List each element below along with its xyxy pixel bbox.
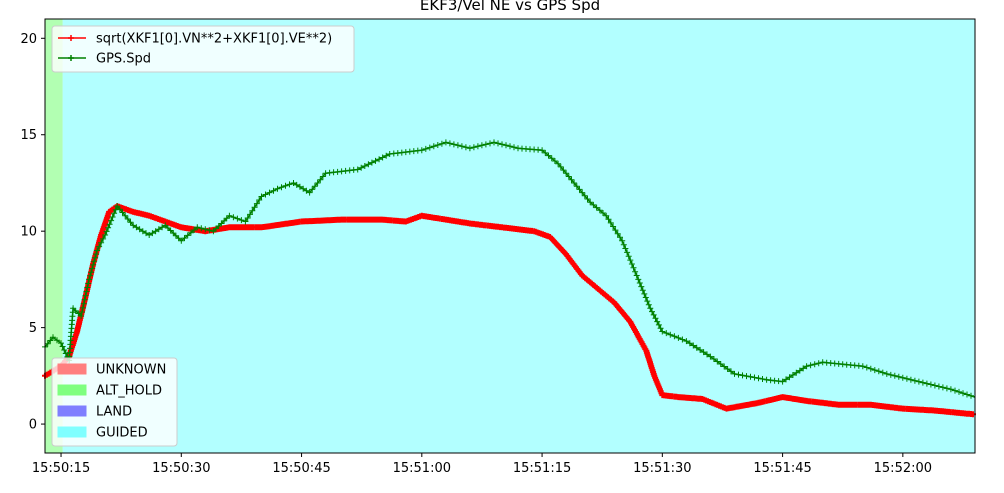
mode-legend-box xyxy=(51,357,178,447)
x-tick-label: 15:51:45 xyxy=(753,461,811,476)
mode-swatch-land xyxy=(57,405,87,417)
x-tick-label: 15:50:15 xyxy=(32,461,90,476)
series-legend-entry: GPS.Spd xyxy=(58,52,151,67)
mode-legend-entry: GUIDED xyxy=(57,426,148,441)
plot-area xyxy=(42,18,976,454)
mode-swatch-guided xyxy=(57,426,87,438)
series-legend-entry: sqrt(XKF1[0].VN**2+XKF1[0].VE**2) xyxy=(58,32,332,47)
x-tick-label: 15:52:00 xyxy=(874,461,932,476)
legend-plus-marker xyxy=(68,55,74,61)
y-tick-label: 15 xyxy=(20,128,37,143)
series-legend-box xyxy=(51,25,355,73)
mode-legend: UNKNOWN ALT_HOLD LAND GUIDED xyxy=(51,357,178,447)
mode-legend-label: ALT_HOLD xyxy=(96,384,162,399)
x-axis: 15:50:15 15:50:30 15:50:45 15:51:00 15:51:15… xyxy=(32,453,932,476)
mode-bands xyxy=(45,19,975,453)
mode-legend-entry: ALT_HOLD xyxy=(57,384,162,399)
y-tick-label: 10 xyxy=(20,225,37,240)
chart-title: EKF3/Vel NE vs GPS Spd xyxy=(420,0,600,14)
mode-swatch-alt_hold xyxy=(57,384,87,396)
x-tick-label: 15:50:30 xyxy=(152,461,210,476)
y-tick-label: 5 xyxy=(29,321,37,336)
mode-band-guided xyxy=(62,19,975,453)
x-tick-label: 15:51:00 xyxy=(393,461,451,476)
x-tick-label: 15:51:30 xyxy=(633,461,691,476)
series-legend: sqrt(XKF1[0].VN**2+XKF1[0].VE**2) GPS.Spd xyxy=(51,25,355,73)
mode-legend-label: GUIDED xyxy=(96,426,148,441)
legend-plus-marker xyxy=(68,35,74,41)
mode-legend-label: UNKNOWN xyxy=(96,363,166,378)
series-legend-label: GPS.Spd xyxy=(96,52,151,67)
axes-frame xyxy=(44,18,976,454)
mode-band-alt_hold xyxy=(45,19,63,453)
x-tick-label: 15:50:45 xyxy=(272,461,330,476)
mode-legend-entry: LAND xyxy=(57,405,132,420)
y-axis: 0 5 10 15 20 xyxy=(20,32,45,433)
mode-swatch-unknown xyxy=(57,363,87,375)
mode-legend-entry: UNKNOWN xyxy=(57,363,166,378)
y-tick-label: 0 xyxy=(29,418,37,433)
mode-legend-label: LAND xyxy=(96,405,132,420)
x-tick-label: 15:51:15 xyxy=(513,461,571,476)
y-tick-label: 20 xyxy=(20,32,37,47)
series-legend-label: sqrt(XKF1[0].VN**2+XKF1[0].VE**2) xyxy=(96,32,332,47)
